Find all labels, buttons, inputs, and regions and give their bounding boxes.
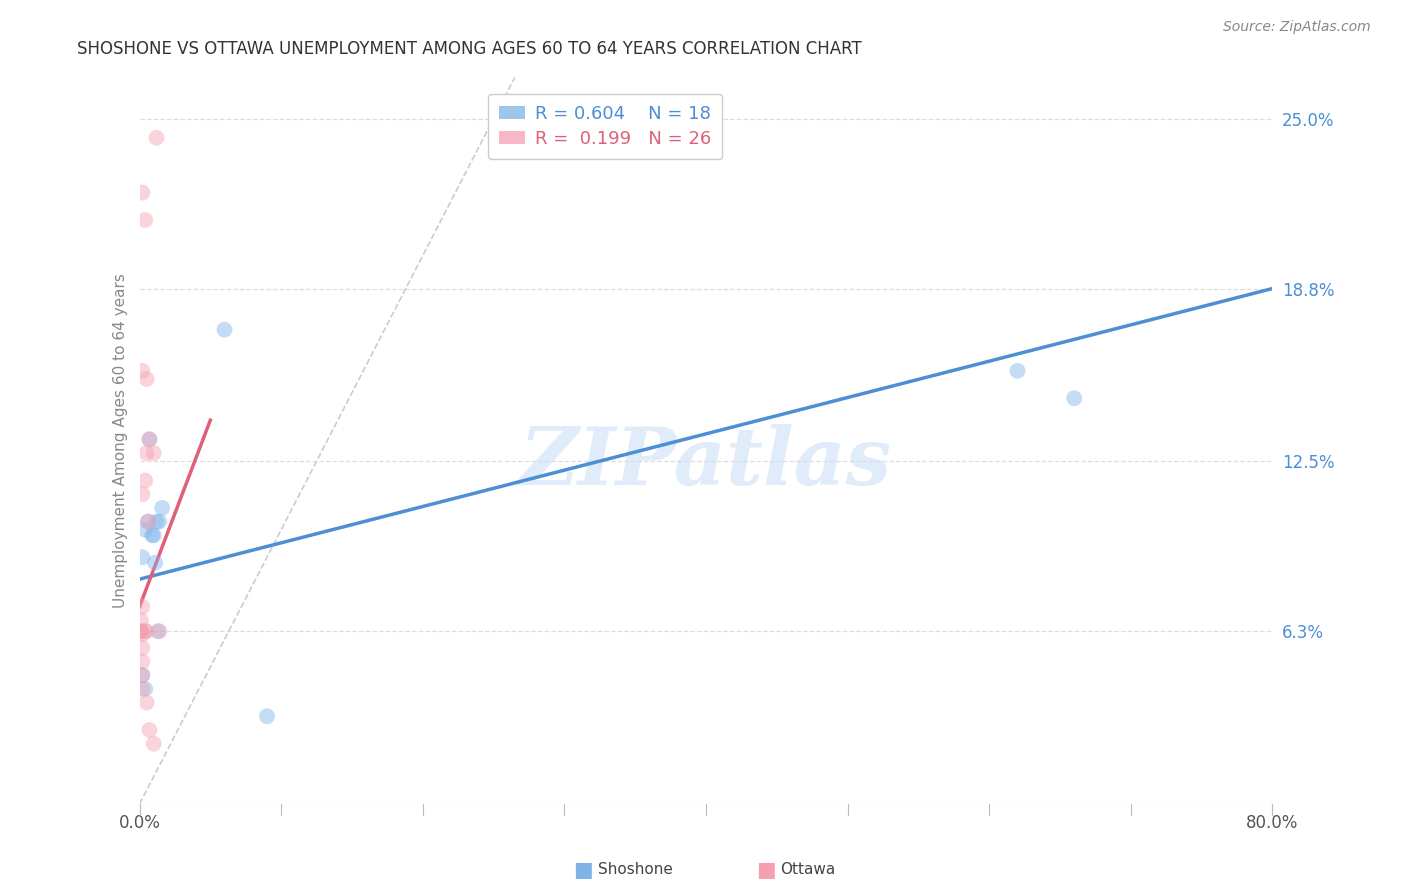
Text: ■: ■ [574, 860, 593, 880]
Y-axis label: Unemployment Among Ages 60 to 64 years: Unemployment Among Ages 60 to 64 years [114, 273, 128, 608]
Point [129, 624, 152, 639]
Text: ZIPatlas: ZIPatlas [520, 424, 891, 501]
Point [131, 654, 153, 668]
Point [134, 681, 156, 696]
Point [138, 723, 160, 737]
Text: Ottawa: Ottawa [780, 863, 835, 877]
Point [131, 487, 153, 501]
Point [148, 624, 170, 639]
Point [142, 528, 165, 542]
Point [256, 709, 278, 723]
Text: ■: ■ [756, 860, 776, 880]
Point [135, 624, 157, 639]
Text: SHOSHONE VS OTTAWA UNEMPLOYMENT AMONG AGES 60 TO 64 YEARS CORRELATION CHART: SHOSHONE VS OTTAWA UNEMPLOYMENT AMONG AG… [77, 40, 862, 58]
Point [146, 624, 169, 639]
Point [135, 372, 157, 386]
Legend: R = 0.604    N = 18, R =  0.199   N = 26: R = 0.604 N = 18, R = 0.199 N = 26 [488, 94, 723, 159]
Point [129, 624, 152, 639]
Point [131, 599, 153, 614]
Point [129, 613, 152, 627]
Point [148, 515, 170, 529]
Point [135, 446, 157, 460]
Point [135, 696, 157, 710]
Point [131, 668, 153, 682]
Point [131, 364, 153, 378]
Point [1007, 364, 1029, 378]
Point [142, 446, 165, 460]
Point [134, 474, 156, 488]
Point [143, 556, 166, 570]
Point [131, 186, 153, 200]
Point [131, 550, 153, 565]
Text: Source: ZipAtlas.com: Source: ZipAtlas.com [1223, 20, 1371, 34]
Point [134, 624, 156, 639]
Point [150, 500, 173, 515]
Point [141, 528, 163, 542]
Point [145, 130, 167, 145]
Point [136, 515, 159, 529]
Point [214, 323, 236, 337]
Text: Shoshone: Shoshone [598, 863, 672, 877]
Point [134, 213, 156, 227]
Point [136, 515, 159, 529]
Point [131, 627, 153, 641]
Point [142, 737, 165, 751]
Point [134, 523, 156, 537]
Point [129, 624, 152, 639]
Point [131, 681, 153, 696]
Point [138, 433, 160, 447]
Point [145, 515, 167, 529]
Point [138, 433, 160, 447]
Point [1063, 391, 1085, 405]
Point [131, 668, 153, 682]
Point [131, 640, 153, 655]
